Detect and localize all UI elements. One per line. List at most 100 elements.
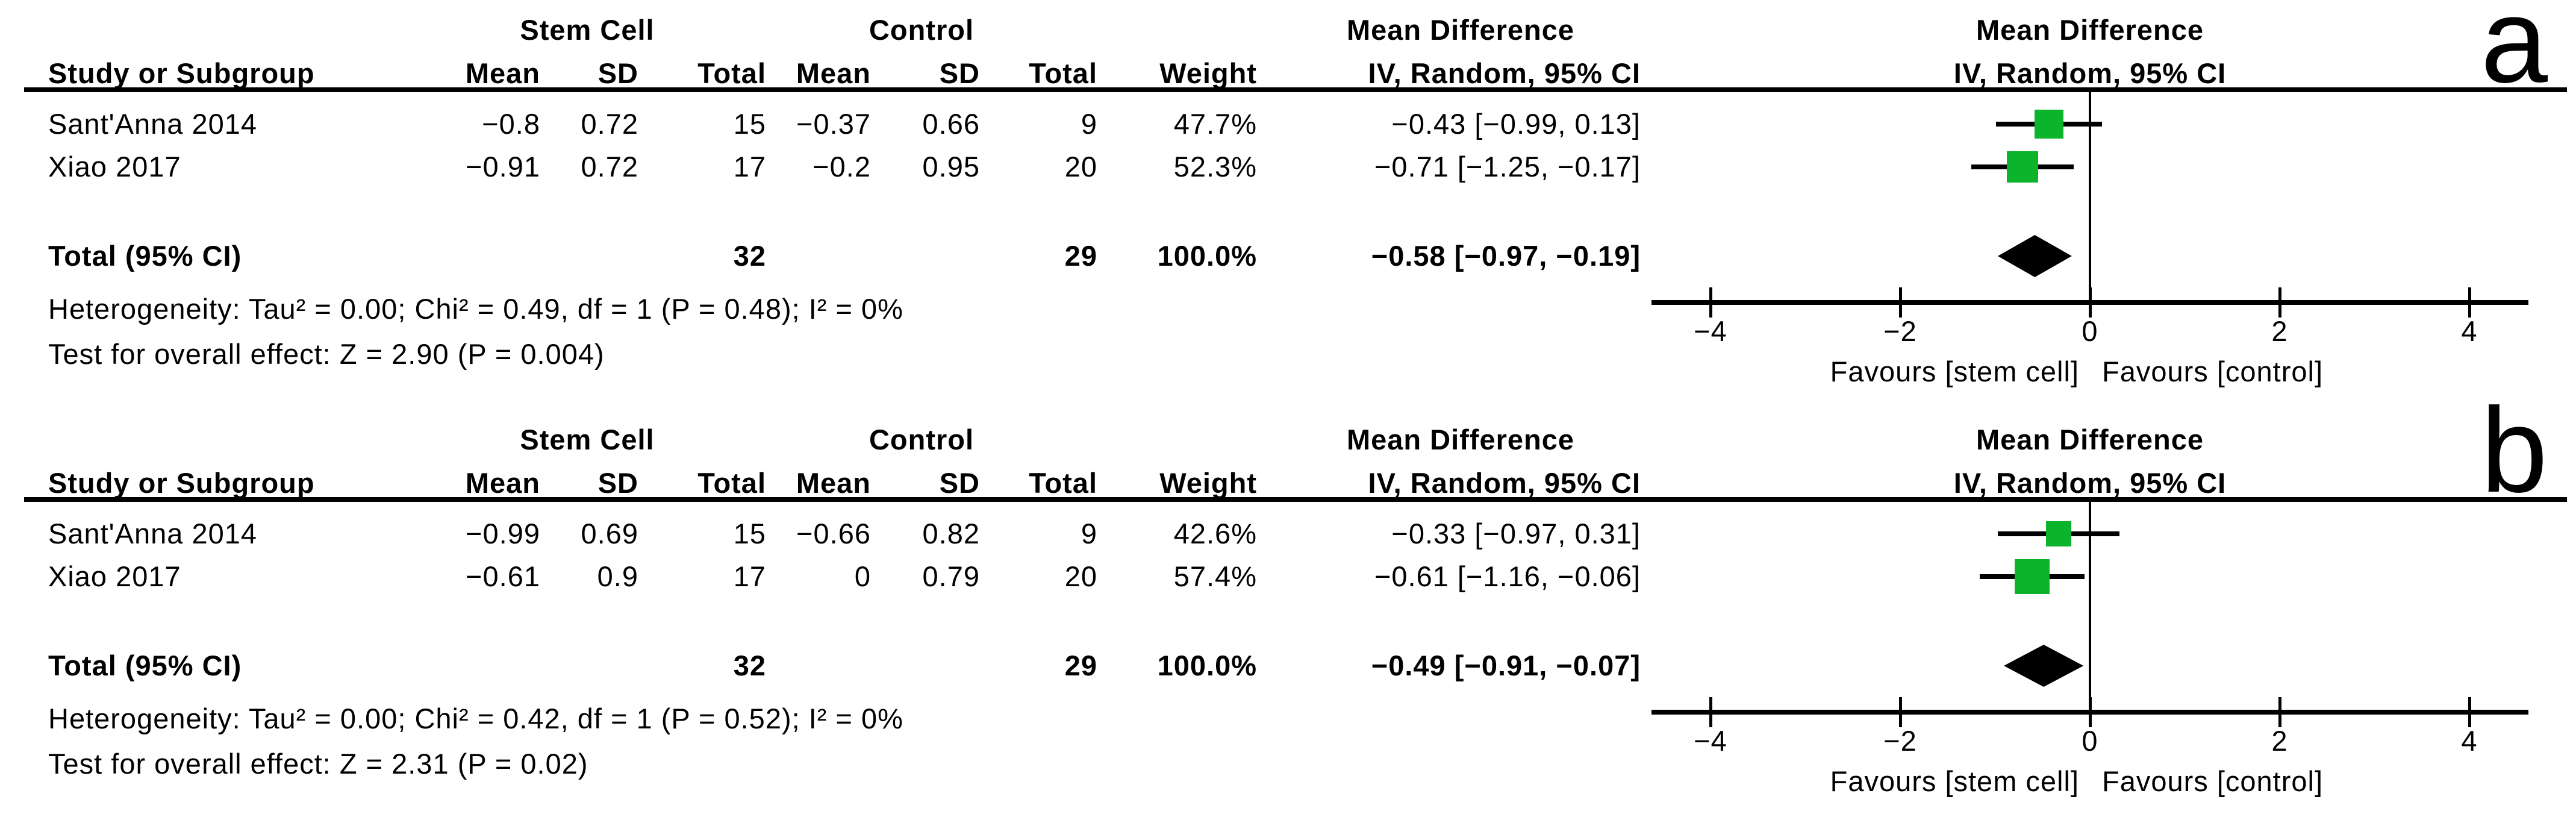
group-header-experimental: Stem Cell [520,424,655,455]
favours-left-label: Favours [stem cell] [1830,355,2079,387]
axis-tick [2278,697,2281,727]
axis-tick [2468,287,2471,318]
pooled-diamond [1998,235,2072,277]
zero-line [2089,92,2091,302]
column-header-ctl-total: Total [1029,467,1097,499]
ctl-total-cell: 20 [1064,151,1097,183]
ctl-sd-cell: 0.79 [922,560,980,592]
ci-cell: −0.71 [−1.25, −0.17] [1374,151,1641,183]
ctl-sd-cell: 0.82 [922,518,980,549]
column-header-ctl-sd: SD [939,57,980,89]
ci-cell: −0.61 [−1.16, −0.06] [1374,560,1641,592]
header-separator-line [24,497,2567,502]
forest-square [2035,110,2064,139]
exp-mean-cell: −0.99 [466,518,540,549]
axis-tick-label: 0 [2082,315,2098,347]
plot-area: −4 −2 0 2 4 [0,0,2576,407]
exp-total-cell: 15 [733,108,766,140]
axis-tick [1709,287,1712,318]
column-header-exp-total: Total [697,57,766,89]
plot-area: −4 −2 0 2 4 [0,410,2576,817]
axis-tick-label: 0 [2082,725,2098,757]
column-header-study: Study or Subgroup [48,467,315,499]
group-header-md-plot: Mean Difference [1976,14,2204,46]
total-ctl-total-cell: 29 [1064,240,1097,272]
ctl-total-cell: 9 [1081,108,1097,140]
favours-right-label: Favours [control] [2102,765,2324,797]
exp-mean-cell: −0.61 [466,560,540,592]
column-header-ci: IV, Random, 95% CI [1368,57,1641,89]
panel-letter: b [2480,383,2548,518]
forest-panel-a: Stem Cell Control Mean Difference Mean D… [0,0,2576,407]
total-ci-cell: −0.49 [−0.91, −0.07] [1371,650,1641,681]
column-header-exp-total: Total [697,467,766,499]
axis-tick-label: 2 [2271,725,2288,757]
axis-tick [2278,287,2281,318]
column-header-exp-mean: Mean [465,57,540,89]
column-header-exp-mean: Mean [465,467,540,499]
exp-sd-cell: 0.9 [597,560,638,592]
group-header-md-text: Mean Difference [1346,14,1575,46]
total-exp-total-cell: 32 [733,240,766,272]
exp-sd-cell: 0.72 [581,108,638,140]
pooled-diamond [2003,645,2083,687]
group-header-control: Control [869,14,975,46]
group-header-md-plot: Mean Difference [1976,424,2204,455]
group-header-md-text: Mean Difference [1346,424,1575,455]
total-ci-cell: −0.58 [−0.97, −0.19] [1371,240,1641,272]
weight-cell: 57.4% [1173,560,1257,592]
axis-tick-label: −2 [1883,725,1917,757]
study-label: Xiao 2017 [48,560,181,592]
axis-tick [2089,287,2092,318]
exp-mean-cell: −0.8 [482,108,540,140]
zero-line [2089,502,2091,712]
study-label: Sant'Anna 2014 [48,518,258,549]
weight-cell: 47.7% [1173,108,1257,140]
column-header-ctl-total: Total [1029,57,1097,89]
weight-cell: 42.6% [1173,518,1257,549]
exp-mean-cell: −0.91 [466,151,540,183]
column-header-weight: Weight [1159,467,1257,499]
axis-tick [1899,697,1902,727]
axis-tick-label: −4 [1694,315,1727,347]
favours-left-label: Favours [stem cell] [1830,765,2079,797]
study-label: Xiao 2017 [48,151,181,183]
column-header-ctl-sd: SD [939,467,980,499]
favours-right-label: Favours [control] [2102,355,2324,387]
axis-tick-label: −4 [1694,725,1727,757]
total-row-label: Total (95% CI) [48,650,242,681]
panel-letter: a [2480,0,2548,108]
effect-test-text: Test for overall effect: Z = 2.90 (P = 0… [48,338,605,370]
ctl-total-cell: 9 [1081,518,1097,549]
column-header-study: Study or Subgroup [48,57,315,89]
forest-square [2045,521,2072,547]
axis-tick-label: 4 [2461,315,2478,347]
ctl-total-cell: 20 [1064,560,1097,592]
ctl-sd-cell: 0.66 [922,108,980,140]
axis-tick [2089,697,2092,727]
axis-tick [1899,287,1902,318]
total-weight-cell: 100.0% [1157,650,1257,681]
weight-cell: 52.3% [1173,151,1257,183]
column-header-exp-sd: SD [597,57,638,89]
total-ctl-total-cell: 29 [1064,650,1097,681]
exp-total-cell: 17 [733,151,766,183]
column-header-ci-plot: IV, Random, 95% CI [1953,467,2227,499]
ci-cell: −0.33 [−0.97, 0.31] [1391,518,1641,549]
total-exp-total-cell: 32 [733,650,766,681]
axis-tick-label: 2 [2271,315,2288,347]
forest-square [2015,559,2050,594]
column-header-ci: IV, Random, 95% CI [1368,467,1641,499]
study-label: Sant'Anna 2014 [48,108,258,140]
axis-tick-label: 4 [2461,725,2478,757]
ctl-mean-cell: 0 [854,560,871,592]
column-header-ctl-mean: Mean [796,467,871,499]
ctl-mean-cell: −0.37 [796,108,871,140]
ctl-sd-cell: 0.95 [922,151,980,183]
column-header-weight: Weight [1159,57,1257,89]
total-weight-cell: 100.0% [1157,240,1257,272]
group-header-experimental: Stem Cell [520,14,655,46]
axis-tick [2468,697,2471,727]
forest-panel-b: Stem Cell Control Mean Difference Mean D… [0,390,2576,817]
